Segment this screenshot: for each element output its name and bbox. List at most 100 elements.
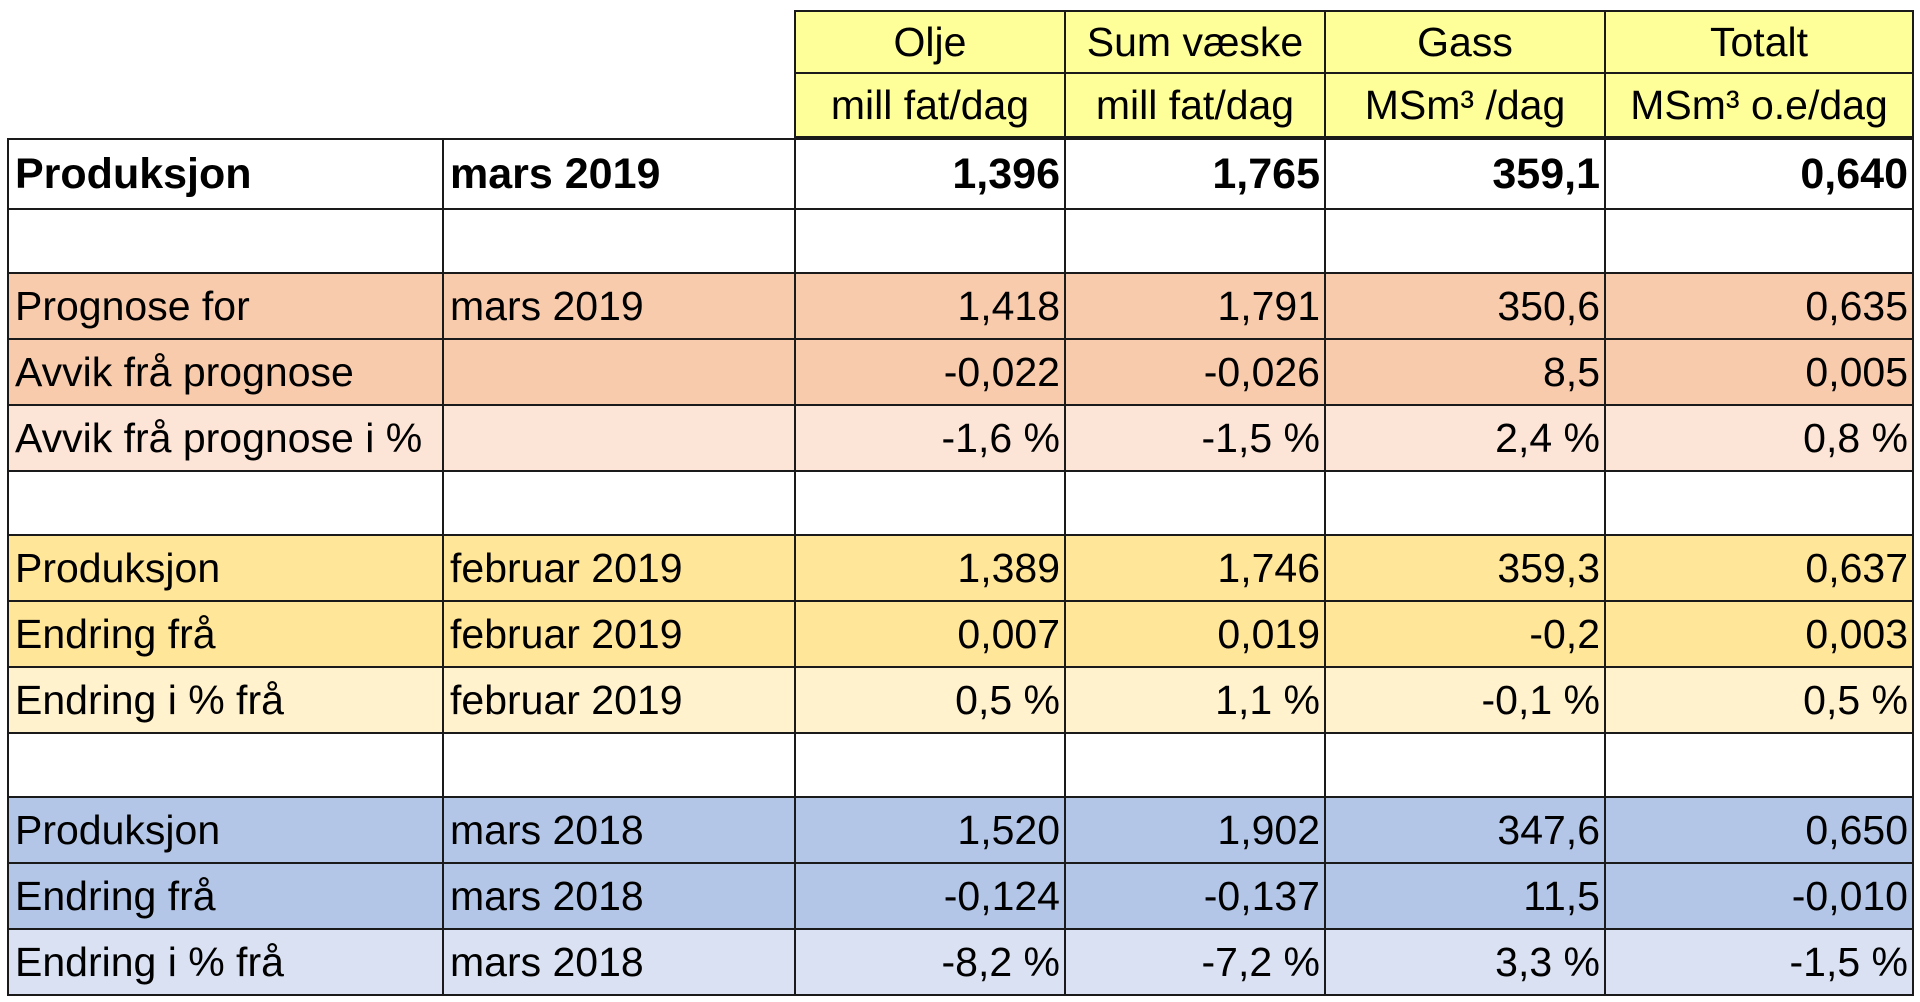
value-sum-vaeske: -7,2 % (1066, 930, 1326, 996)
row-period: mars 2019 (444, 138, 796, 210)
row-label: Endring frå (7, 864, 444, 930)
value-totalt: 0,003 (1606, 602, 1914, 668)
header-blank-label (7, 74, 444, 138)
empty-cell (444, 210, 796, 274)
row-label: Prognose for (7, 274, 444, 340)
empty-cell (796, 472, 1066, 536)
header-unit-row: mill fat/dag mill fat/dag MSm³ /dag MSm³… (7, 74, 1914, 138)
spacer-row (7, 210, 1914, 274)
header-blank-label (7, 10, 444, 74)
row-label: Endring frå (7, 602, 444, 668)
row-label: Produksjon (7, 138, 444, 210)
value-olje: 1,418 (796, 274, 1066, 340)
value-olje: 0,007 (796, 602, 1066, 668)
unit-totalt: MSm³ o.e/dag (1606, 74, 1914, 138)
header-title-row: Olje Sum væske Gass Totalt (7, 10, 1914, 74)
value-olje: -0,124 (796, 864, 1066, 930)
table-row-prev-year-change: Endring frå mars 2018 -0,124 -0,137 11,5… (7, 864, 1914, 930)
table-row-prev-month: Produksjon februar 2019 1,389 1,746 359,… (7, 536, 1914, 602)
value-totalt: 0,635 (1606, 274, 1914, 340)
empty-cell (1326, 210, 1606, 274)
unit-sum-vaeske: mill fat/dag (1066, 74, 1326, 138)
value-sum-vaeske: -1,5 % (1066, 406, 1326, 472)
empty-cell (796, 734, 1066, 798)
header-blank-period (444, 74, 796, 138)
empty-cell (1066, 472, 1326, 536)
table-row-main: Produksjon mars 2019 1,396 1,765 359,1 0… (7, 138, 1914, 210)
row-period (444, 340, 796, 406)
value-totalt: 0,8 % (1606, 406, 1914, 472)
value-gass: 350,6 (1326, 274, 1606, 340)
spacer-row (7, 472, 1914, 536)
value-olje: -1,6 % (796, 406, 1066, 472)
value-olje: 1,520 (796, 798, 1066, 864)
row-period: mars 2019 (444, 274, 796, 340)
value-gass: 359,3 (1326, 536, 1606, 602)
empty-cell (1066, 210, 1326, 274)
row-period (444, 406, 796, 472)
row-period: mars 2018 (444, 798, 796, 864)
spacer-row (7, 734, 1914, 798)
row-period: mars 2018 (444, 930, 796, 996)
empty-cell (7, 210, 444, 274)
empty-cell (1606, 734, 1914, 798)
value-gass: 2,4 % (1326, 406, 1606, 472)
empty-cell (7, 472, 444, 536)
value-sum-vaeske: 1,791 (1066, 274, 1326, 340)
value-sum-vaeske: 1,902 (1066, 798, 1326, 864)
table-row-forecast-deviation-pct: Avvik frå prognose i % -1,6 % -1,5 % 2,4… (7, 406, 1914, 472)
row-label: Endring i % frå (7, 930, 444, 996)
value-gass: 347,6 (1326, 798, 1606, 864)
value-olje: 1,396 (796, 138, 1066, 210)
row-label: Endring i % frå (7, 668, 444, 734)
table-row-prev-month-change: Endring frå februar 2019 0,007 0,019 -0,… (7, 602, 1914, 668)
empty-cell (1326, 472, 1606, 536)
empty-cell (7, 734, 444, 798)
empty-cell (444, 472, 796, 536)
value-gass: 11,5 (1326, 864, 1606, 930)
unit-olje: mill fat/dag (796, 74, 1066, 138)
table-row-forecast: Prognose for mars 2019 1,418 1,791 350,6… (7, 274, 1914, 340)
header-olje: Olje (796, 10, 1066, 74)
value-totalt: 0,5 % (1606, 668, 1914, 734)
empty-cell (1606, 210, 1914, 274)
row-label: Produksjon (7, 798, 444, 864)
value-olje: 1,389 (796, 536, 1066, 602)
row-label: Produksjon (7, 536, 444, 602)
empty-cell (1606, 472, 1914, 536)
value-olje: -0,022 (796, 340, 1066, 406)
value-totalt: 0,640 (1606, 138, 1914, 210)
value-gass: -0,2 (1326, 602, 1606, 668)
value-sum-vaeske: -0,026 (1066, 340, 1326, 406)
value-totalt: -0,010 (1606, 864, 1914, 930)
empty-cell (796, 210, 1066, 274)
value-totalt: 0,650 (1606, 798, 1914, 864)
table-row-prev-year-change-pct: Endring i % frå mars 2018 -8,2 % -7,2 % … (7, 930, 1914, 996)
value-sum-vaeske: 0,019 (1066, 602, 1326, 668)
production-table: Olje Sum væske Gass Totalt mill fat/dag … (7, 10, 1914, 996)
row-period: februar 2019 (444, 602, 796, 668)
value-totalt: 0,005 (1606, 340, 1914, 406)
table-row-forecast-deviation: Avvik frå prognose -0,022 -0,026 8,5 0,0… (7, 340, 1914, 406)
value-gass: 359,1 (1326, 138, 1606, 210)
header-totalt: Totalt (1606, 10, 1914, 74)
value-olje: -8,2 % (796, 930, 1066, 996)
empty-cell (1066, 734, 1326, 798)
value-sum-vaeske: 1,1 % (1066, 668, 1326, 734)
header-gass: Gass (1326, 10, 1606, 74)
table-row-prev-month-change-pct: Endring i % frå februar 2019 0,5 % 1,1 %… (7, 668, 1914, 734)
value-sum-vaeske: 1,746 (1066, 536, 1326, 602)
unit-gass: MSm³ /dag (1326, 74, 1606, 138)
value-sum-vaeske: -0,137 (1066, 864, 1326, 930)
row-label: Avvik frå prognose i % (7, 406, 444, 472)
value-totalt: -1,5 % (1606, 930, 1914, 996)
header-blank-period (444, 10, 796, 74)
value-gass: 3,3 % (1326, 930, 1606, 996)
value-totalt: 0,637 (1606, 536, 1914, 602)
empty-cell (1326, 734, 1606, 798)
value-gass: 8,5 (1326, 340, 1606, 406)
row-period: februar 2019 (444, 536, 796, 602)
header-sum-vaeske: Sum væske (1066, 10, 1326, 74)
value-sum-vaeske: 1,765 (1066, 138, 1326, 210)
row-label: Avvik frå prognose (7, 340, 444, 406)
